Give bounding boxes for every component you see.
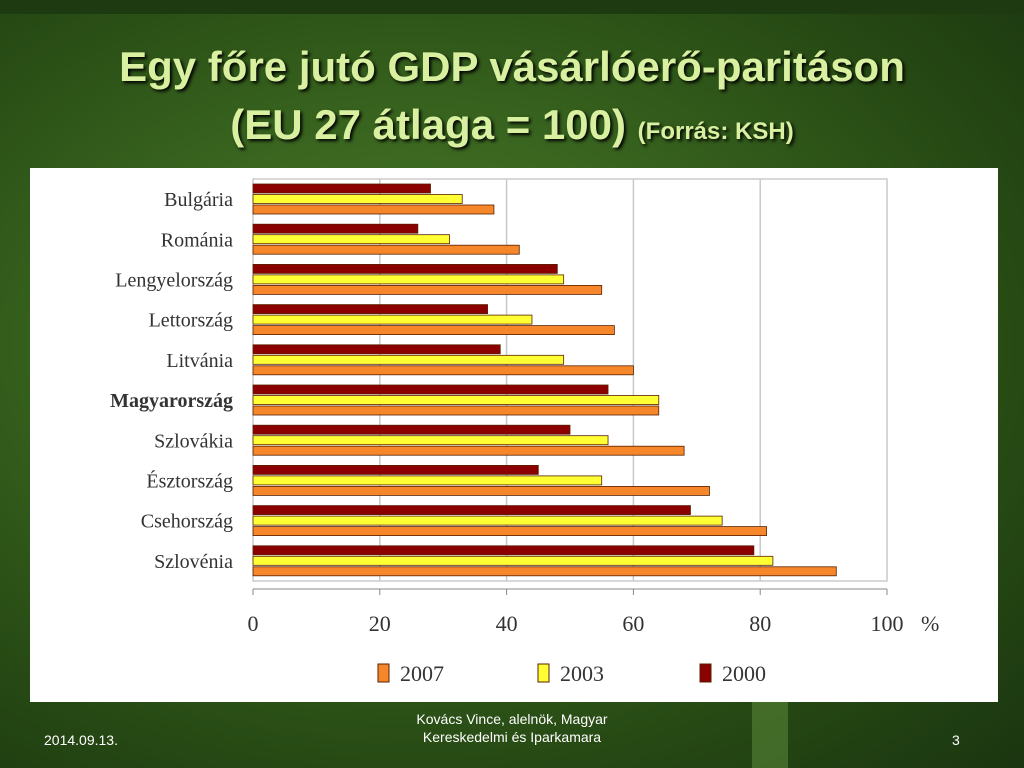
title-source: (Forrás: KSH): [637, 118, 794, 145]
legend-label-2003: 2003: [560, 661, 604, 686]
category-label: Magyarország: [110, 390, 233, 412]
category-label: Lengyelország: [115, 270, 233, 292]
category-label: Észtország: [146, 470, 233, 493]
bar-2007: [252, 485, 710, 496]
x-axis-unit: %: [921, 611, 939, 636]
bar-2000: [252, 183, 431, 194]
title-line-2: (EU 27 átlaga = 100) (Forrás: KSH): [0, 96, 1024, 161]
category-label: Csehország: [141, 511, 233, 533]
slide-title: Egy főre jutó GDP vásárlóerő-paritáson (…: [0, 38, 1024, 161]
bar-2000: [252, 424, 571, 435]
category-label: Bulgária: [164, 189, 233, 211]
bar-2003: [252, 475, 603, 486]
bar-2003: [252, 194, 463, 204]
category-label: Szlovénia: [154, 551, 233, 573]
category-label: Szlovákia: [154, 430, 233, 452]
legend-swatch-2000: [699, 663, 712, 683]
x-tick-label: 20: [369, 611, 391, 636]
legend-swatch-2007: [377, 663, 390, 683]
footer-author: Kovács Vince, alelnök, Magyar Kereskedel…: [380, 710, 644, 746]
bar-2000: [252, 304, 488, 315]
footer-author-line-2: Kereskedelmi és Iparkamara: [422, 729, 602, 745]
bar-2007: [252, 365, 634, 376]
title-eu-average: (EU 27 átlaga = 100): [230, 101, 626, 148]
top-band: [0, 0, 1024, 14]
category-label: Litvánia: [166, 350, 233, 372]
bar-2000: [252, 264, 558, 274]
x-tick-label: 40: [496, 611, 518, 636]
bar-2007: [252, 325, 615, 336]
bar-2007: [252, 204, 495, 215]
gdp-bar-chart: 0 20 40 60 80 100 % Bulgária Románia Lengyelorszá…: [110, 178, 939, 686]
bar-2003: [252, 354, 565, 365]
category-label: Lettország: [149, 310, 233, 332]
bar-2000: [252, 505, 691, 516]
bar-2003: [252, 515, 723, 526]
legend-swatch-2003: [537, 663, 550, 683]
bar-2003: [252, 395, 660, 405]
bar-2000: [252, 545, 755, 556]
bar-2000: [252, 344, 501, 355]
footer-author-line-1: Kovács Vince, alelnök, Magyar: [416, 711, 608, 727]
bar-2003: [252, 274, 565, 285]
legend-label-2007: 2007: [400, 661, 444, 686]
bar-2007: [252, 285, 603, 295]
bar-2000: [252, 464, 539, 475]
bar-2003: [252, 314, 533, 325]
category-label: Románia: [161, 229, 233, 251]
x-tick-label: 60: [622, 611, 644, 636]
bar-2007: [252, 405, 660, 416]
x-tick-label: 0: [248, 611, 259, 636]
bar-2007: [252, 244, 520, 255]
bar-2000: [252, 384, 609, 395]
bar-2003: [252, 234, 450, 245]
bar-2007: [252, 445, 685, 456]
x-tick-label: 80: [749, 611, 771, 636]
decorative-bar: [752, 702, 788, 768]
chart-panel: 0 20 40 60 80 100% Bulgária Románia Lengyelorszá…: [30, 168, 998, 702]
bar-2000: [252, 223, 419, 234]
bar-2003: [252, 555, 774, 566]
bar-2007: [252, 566, 837, 577]
bar-2007: [252, 526, 767, 537]
x-tick-label: 100: [871, 611, 904, 636]
legend-label-2000: 2000: [722, 661, 766, 686]
footer-date: 2014.09.13.: [44, 732, 118, 748]
title-line-1: Egy főre jutó GDP vásárlóerő-paritáson: [119, 43, 905, 90]
footer-page-number: 3: [952, 732, 960, 748]
bar-2003: [252, 435, 609, 446]
